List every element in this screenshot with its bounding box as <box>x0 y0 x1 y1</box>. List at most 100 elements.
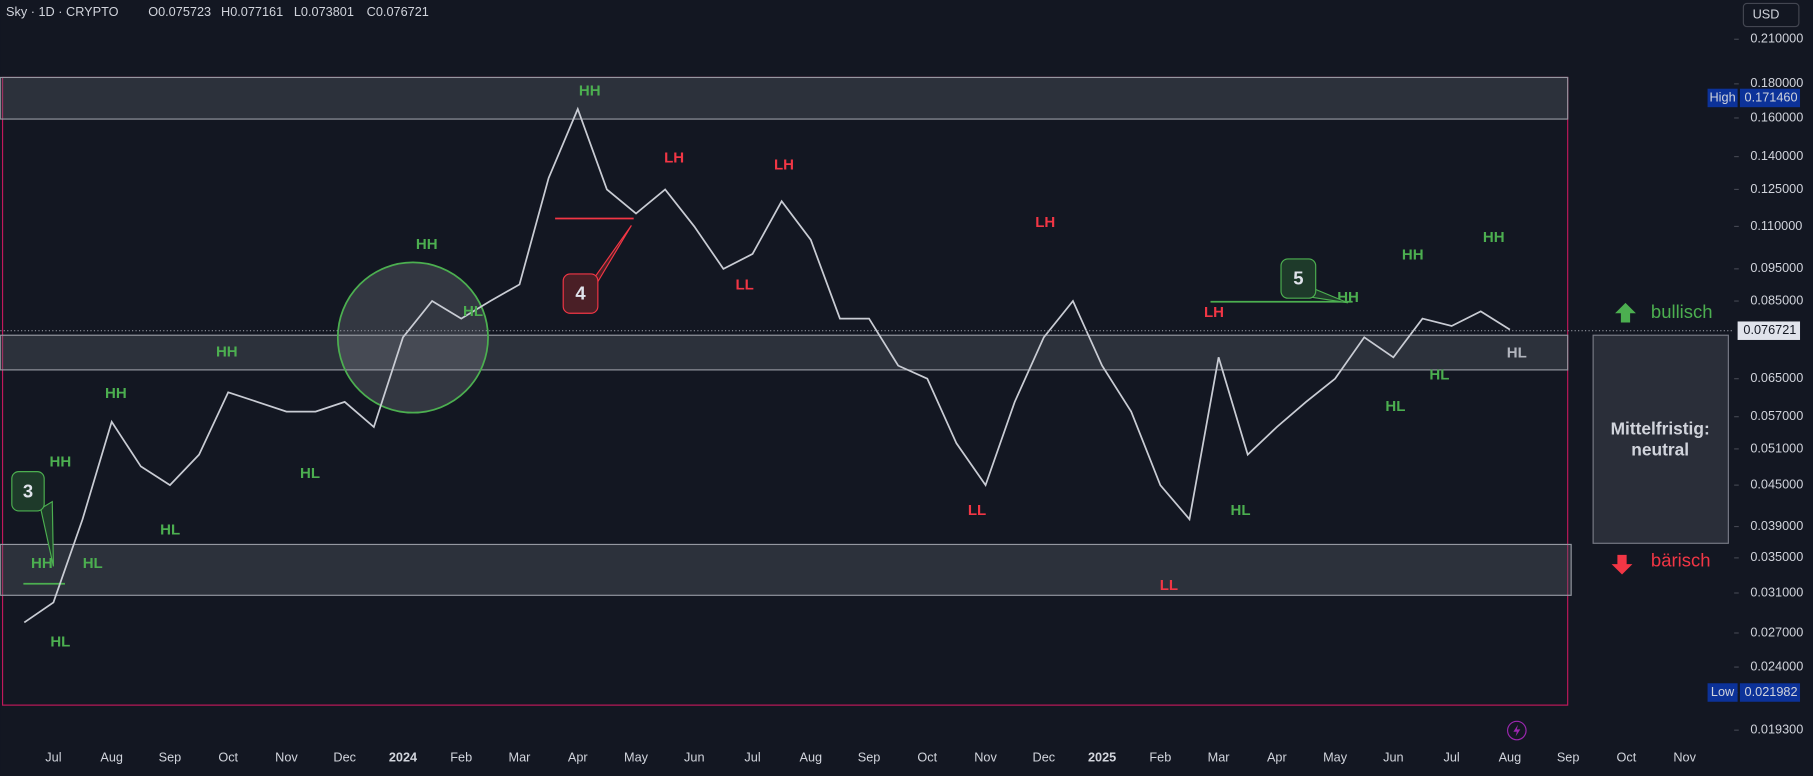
x-tick-label: Jun <box>684 750 704 765</box>
highlight-circle <box>336 261 489 414</box>
callout-number: 3 <box>23 480 33 501</box>
x-tick-label: Jul <box>1444 750 1460 765</box>
y-tick-label: 0.160000 <box>1750 109 1803 124</box>
swing-label: HL <box>300 465 320 482</box>
y-tick-label: 0.051000 <box>1750 440 1803 455</box>
y-tick-label: 0.039000 <box>1750 518 1803 533</box>
outlook-text: neutral <box>1631 439 1689 459</box>
swing-label: HL <box>1385 398 1405 415</box>
x-tick-label: Jul <box>744 750 760 765</box>
y-tick-label: 0.031000 <box>1750 584 1803 599</box>
x-tick-label: Feb <box>450 750 472 765</box>
mid-zone <box>0 334 1569 371</box>
swing-label: HH <box>416 236 438 253</box>
callout-box <box>1280 258 1317 299</box>
swing-label: HH <box>1402 246 1424 263</box>
alert-icon-bolt <box>1513 724 1521 737</box>
y-tick-label: 0.085000 <box>1750 292 1803 307</box>
x-tick-label: Aug <box>100 750 123 765</box>
x-tick-label: Feb <box>1149 750 1171 765</box>
x-tick-label: Dec <box>333 750 356 765</box>
x-tick-label: Aug <box>1499 750 1522 765</box>
x-tick-label: Oct <box>1617 750 1637 765</box>
y-tick-label: 0.019300 <box>1750 722 1803 737</box>
x-tick-label: May <box>624 750 649 765</box>
x-tick-label: 2024 <box>389 750 417 765</box>
y-tick-label: 0.027000 <box>1750 624 1803 639</box>
currency-button[interactable] <box>1742 2 1800 28</box>
low-name: Low <box>1711 684 1735 699</box>
swing-label: HL <box>463 303 483 320</box>
y-tick-label: 0.045000 <box>1750 476 1803 491</box>
x-tick-label: Jul <box>45 750 61 765</box>
swing-label: HH <box>105 385 127 402</box>
low-name-box <box>1707 683 1738 702</box>
x-tick-label: Nov <box>974 750 997 765</box>
currency: USD <box>1753 6 1780 21</box>
swing-label: HL <box>83 555 103 572</box>
high-value-box <box>1739 88 1801 108</box>
x-tick-label: 2025 <box>1088 750 1116 765</box>
x-tick-label: May <box>1323 750 1348 765</box>
x-tick-label: Mar <box>1208 750 1231 765</box>
swing-label: HH <box>579 82 601 99</box>
swing-label: HL <box>1429 367 1449 384</box>
x-tick-label: Nov <box>1673 750 1696 765</box>
callout-pointer <box>40 500 55 567</box>
x-tick-label: Apr <box>1267 750 1288 765</box>
ohlc-value: L0.073801 <box>294 4 354 19</box>
y-tick-label: 0.125000 <box>1750 181 1803 196</box>
y-tick-label: 0.035000 <box>1750 549 1803 564</box>
x-tick-label: Mar <box>509 750 532 765</box>
bullish-label: bullisch <box>1651 301 1713 322</box>
callout-box <box>562 273 599 314</box>
swing-label: HH <box>31 555 53 572</box>
high-value: 0.171460 <box>1745 89 1798 104</box>
swing-label: HL <box>1231 502 1251 519</box>
down-arrow <box>1611 554 1633 575</box>
swing-label: HH <box>216 344 238 361</box>
last-price-box <box>1737 321 1801 340</box>
y-tick-label: 0.210000 <box>1750 31 1803 46</box>
x-tick-label: Sep <box>159 750 182 765</box>
swing-label: HL <box>160 522 180 539</box>
price-line <box>23 106 1511 624</box>
alert-icon[interactable] <box>1507 720 1527 741</box>
y-tick-label: 0.180000 <box>1750 75 1803 90</box>
bearish-label: bärisch <box>1651 550 1711 571</box>
x-tick-label: Sep <box>858 750 881 765</box>
swing-label: HH <box>1337 289 1359 306</box>
support-zone <box>0 543 1572 596</box>
chart-title: Sky · 1D · CRYPTO <box>6 4 119 19</box>
callout-box <box>11 471 45 512</box>
y-tick-label: 0.065000 <box>1750 370 1803 385</box>
x-tick-label: Sep <box>1557 750 1580 765</box>
swing-label: LH <box>1204 304 1224 321</box>
low-value: 0.021982 <box>1745 684 1798 699</box>
high-name-box <box>1707 88 1738 108</box>
swing-label: LL <box>1160 577 1178 594</box>
swing-label: HH <box>50 453 72 470</box>
callout-number: 4 <box>575 283 586 304</box>
ohlc-value: O0.075723 <box>148 4 211 19</box>
swing-label: HL <box>1507 345 1527 362</box>
ohlc-value: C0.076721 <box>367 4 429 19</box>
low-value-box <box>1739 683 1801 702</box>
x-tick-label: Apr <box>568 750 589 765</box>
y-tick-label: 0.024000 <box>1750 658 1803 673</box>
x-tick-label: Nov <box>275 750 298 765</box>
x-tick-label: Jun <box>1383 750 1403 765</box>
x-tick-label: Dec <box>1033 750 1056 765</box>
swing-label: LL <box>968 502 986 519</box>
x-tick-label: Oct <box>917 750 937 765</box>
outlook-text: Mittelfristig: <box>1611 419 1710 439</box>
resistance-zone <box>0 76 1569 120</box>
up-arrow <box>1615 302 1636 323</box>
ohlc-value: H0.077161 <box>221 4 283 19</box>
callout-number: 5 <box>1293 268 1303 289</box>
y-tick-label: 0.095000 <box>1750 260 1803 275</box>
swing-label: HL <box>50 634 70 651</box>
